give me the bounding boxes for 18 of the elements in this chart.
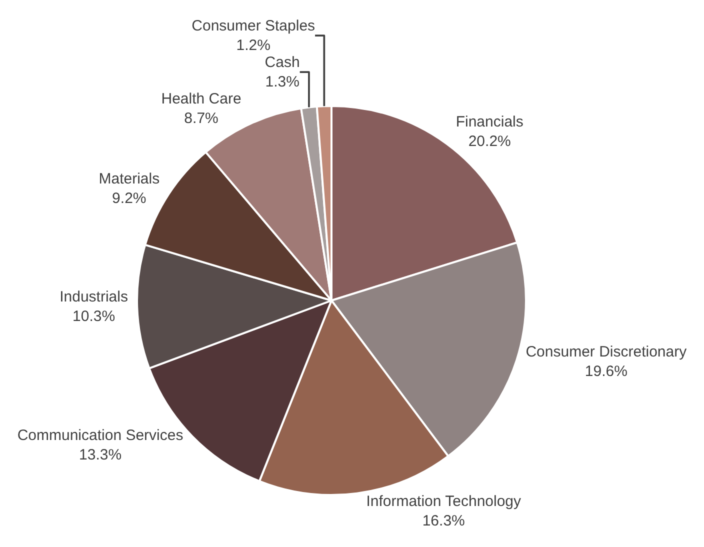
slice-label: Cash xyxy=(264,54,300,71)
data-label: 9.2% xyxy=(112,190,146,207)
data-label: 13.3% xyxy=(79,446,122,464)
data-label: 1.2% xyxy=(236,36,270,54)
data-label: 16.3% xyxy=(422,512,465,530)
data-label: 19.6% xyxy=(584,363,628,380)
slice-label: Information Technology xyxy=(366,492,522,510)
slice-label: Industrials xyxy=(60,288,128,306)
slice-label: Communication Services xyxy=(17,427,184,444)
data-label: 1.3% xyxy=(265,73,300,90)
data-label: 20.2% xyxy=(468,133,511,150)
slice-label: Materials xyxy=(98,170,160,188)
data-label: 8.7% xyxy=(184,110,218,127)
slice-label: Health Care xyxy=(161,90,242,108)
slice-label: Consumer Staples xyxy=(192,17,316,34)
data-label: 10.3% xyxy=(72,308,116,326)
slice-label: Consumer Discretionary xyxy=(526,344,688,361)
slice-label: Financials xyxy=(456,114,524,131)
